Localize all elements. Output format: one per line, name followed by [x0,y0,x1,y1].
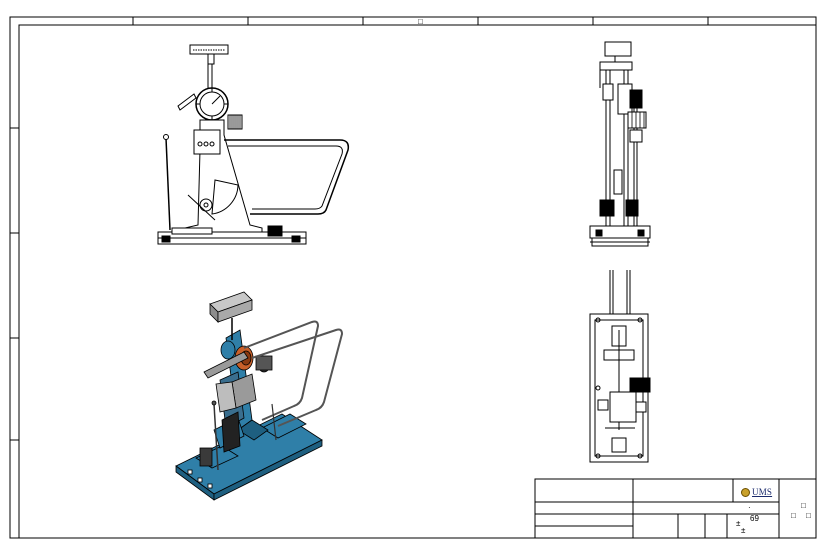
side-view [589,41,651,247]
right-mark-2: □ [791,511,796,520]
university-seal-icon [741,487,750,497]
ums-logo: UMS [741,485,777,499]
zone-ticks-top [132,17,709,25]
sheet-border [9,16,817,539]
zone-ticks-left [10,127,19,441]
right-mark-3: □ [806,511,811,520]
top-view [589,270,651,463]
top-center-mark: □ [418,17,423,26]
right-mark-1: □ [801,501,806,510]
tolerance-mark-1: ± [736,519,741,528]
isometric-view [175,291,344,501]
sheet-number: 69 [750,514,759,523]
title-block-dot: · [748,503,751,512]
front-view [157,44,350,245]
logo-text: UMS [752,487,773,497]
title-block [534,478,817,539]
tolerance-mark-2: ± [741,526,746,535]
